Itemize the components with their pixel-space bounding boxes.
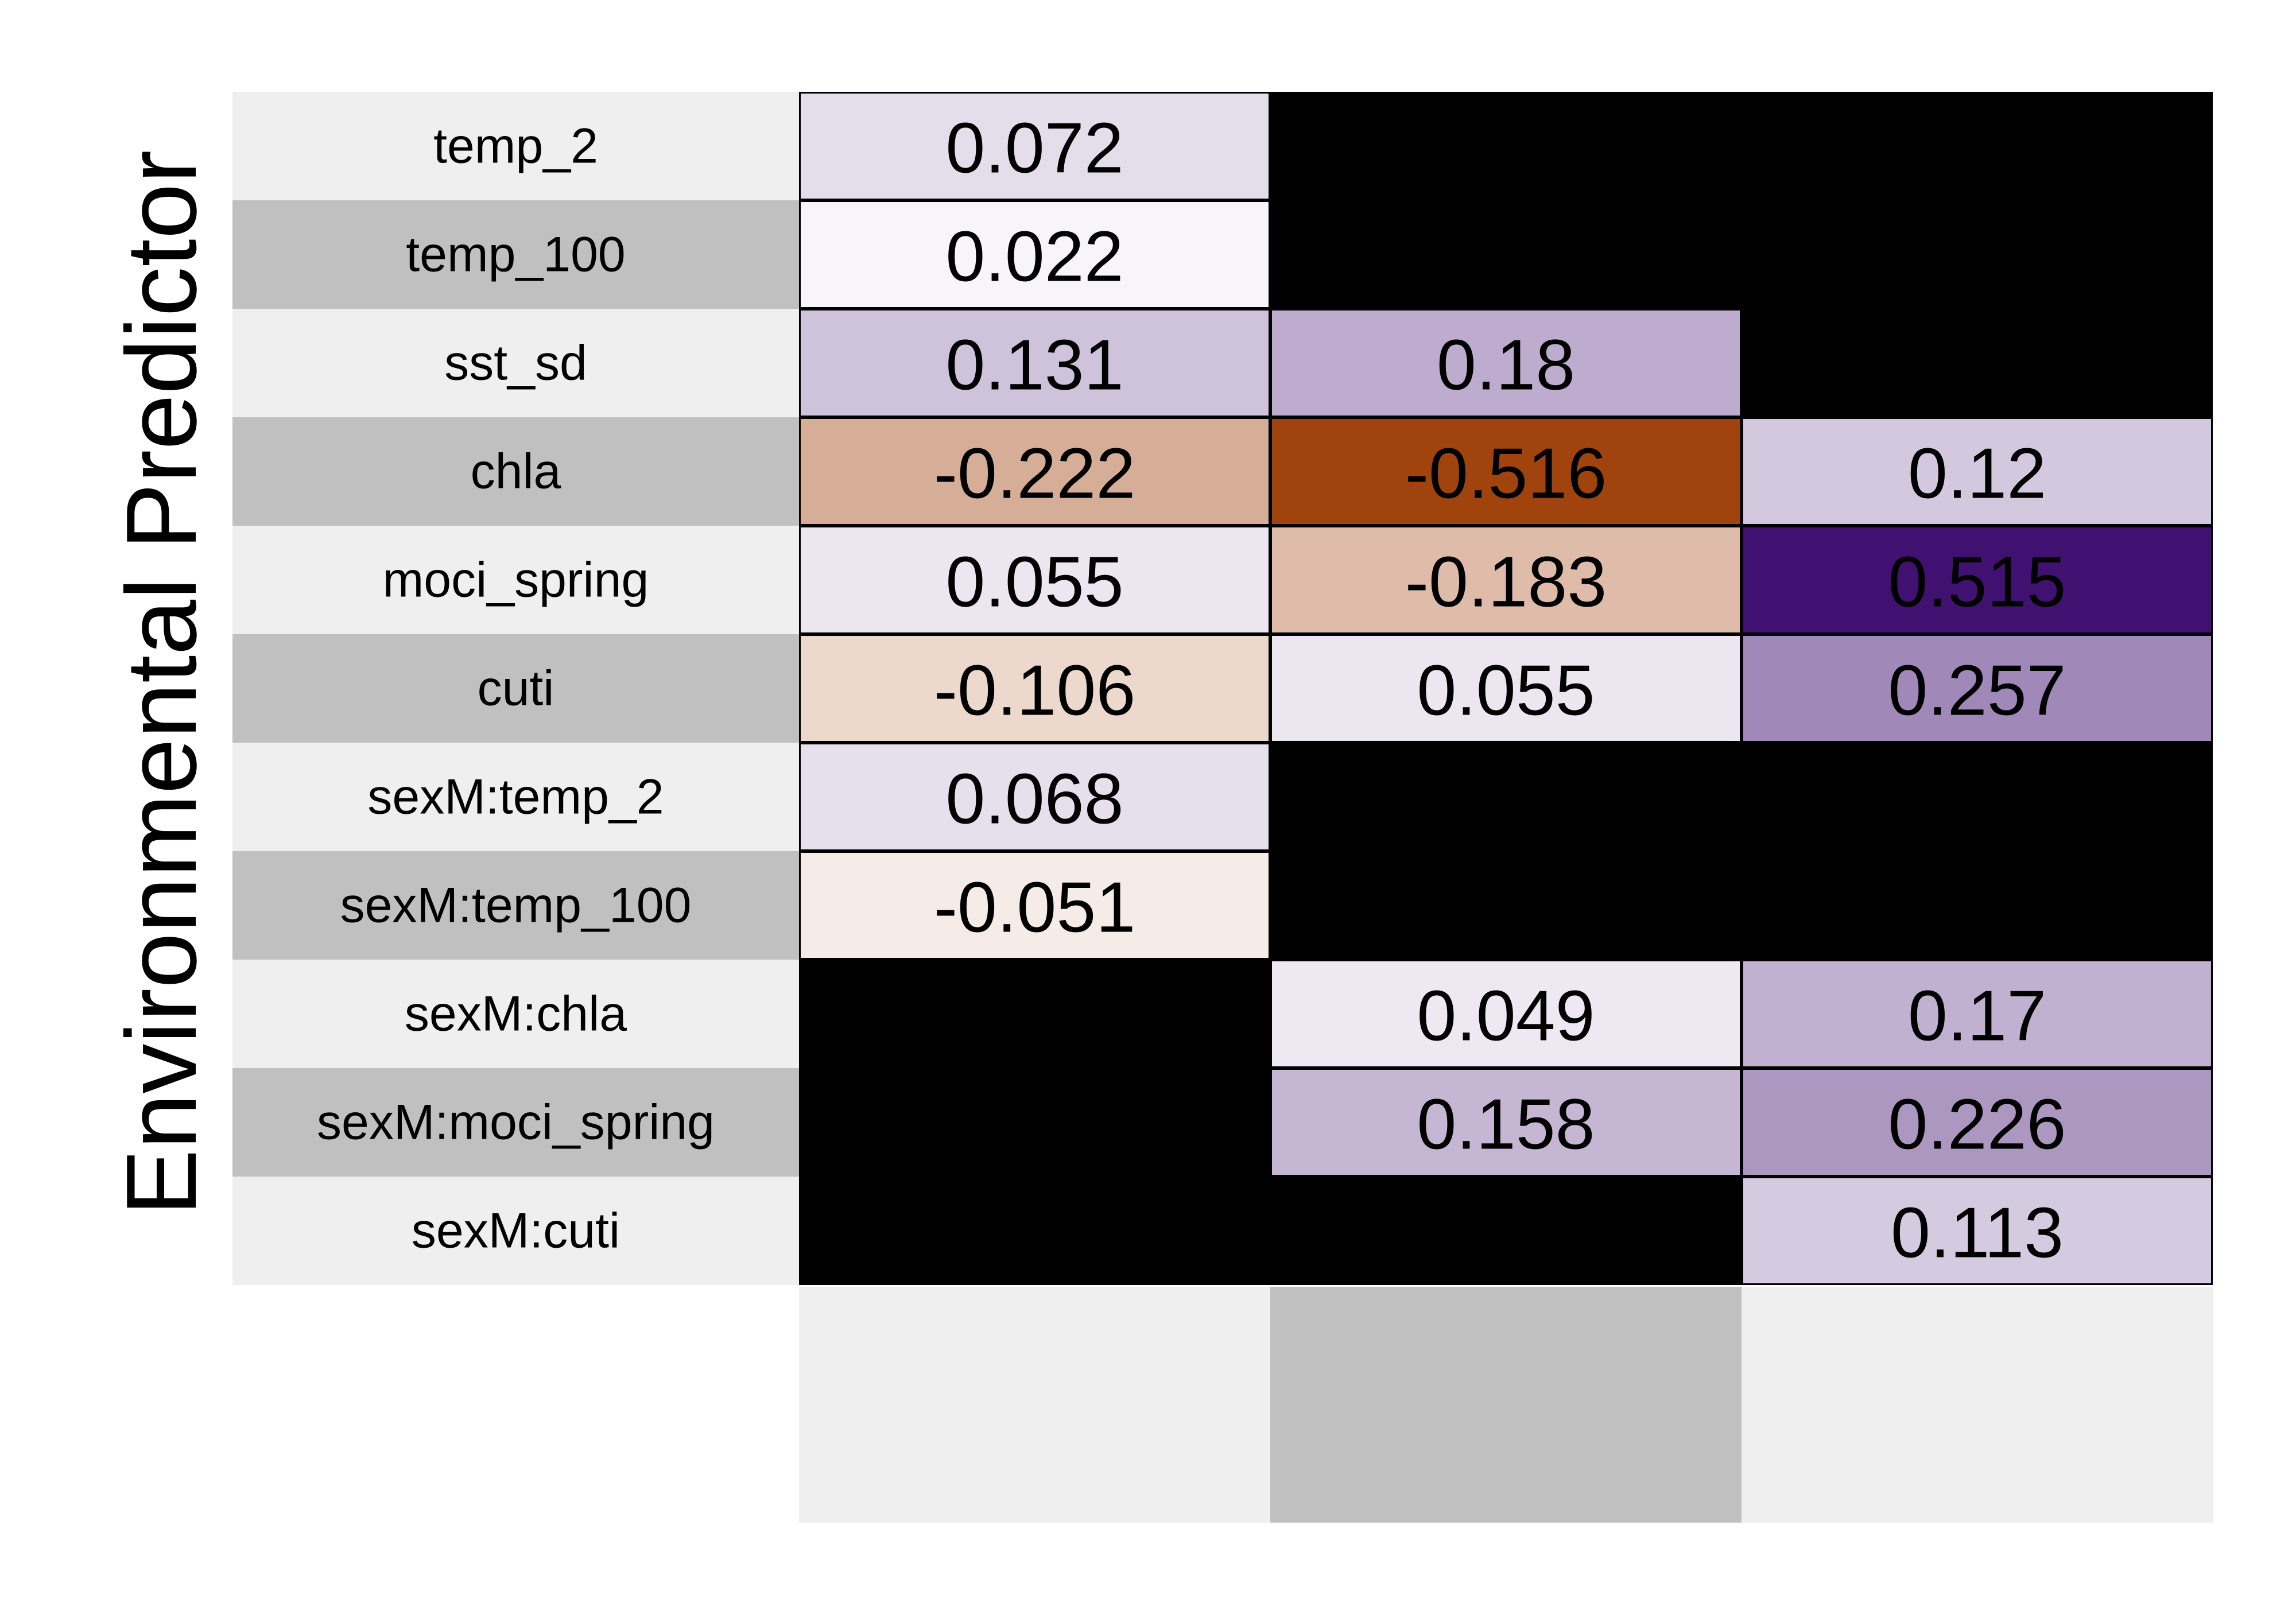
cell-value-label: -0.106 [934, 651, 1136, 731]
heatmap-cell [799, 417, 1270, 526]
heatmap-cell [1270, 1068, 1742, 1177]
cell-value-label: 0.131 [945, 326, 1123, 405]
cell-value-label: 0.18 [1437, 326, 1575, 405]
heatmap-cell [1270, 960, 1742, 1068]
row-band [232, 743, 799, 851]
cell-value-label: 0.12 [1908, 434, 2046, 514]
row-label: sexM:temp_100 [340, 878, 692, 933]
row-label: sexM:moci_spring [317, 1095, 715, 1150]
cell-value-label: -0.183 [1405, 543, 1607, 622]
row-band [232, 1177, 799, 1285]
row-band [232, 417, 799, 526]
row-band [232, 92, 799, 200]
cell-value-label: -0.051 [934, 868, 1136, 948]
heatmap-cell [799, 634, 1270, 743]
cell-value-label: 0.022 [945, 218, 1123, 297]
column-strip [799, 1287, 1270, 1523]
row-band [232, 200, 799, 309]
heatmap-cell [1742, 960, 2213, 1068]
row-label: cuti [478, 661, 554, 716]
heatmap-cell [1270, 417, 1742, 526]
column-strip-bands [799, 1287, 2213, 1523]
cell-value-label: 0.515 [1888, 543, 2066, 622]
cell-value-label: 0.055 [945, 543, 1123, 622]
row-band [232, 526, 799, 634]
cell-value-label: -0.516 [1405, 434, 1607, 514]
row-band [232, 309, 799, 417]
row-band [232, 1068, 799, 1177]
cell-value-label: 0.158 [1417, 1085, 1595, 1165]
heatmap-cell [799, 743, 1270, 851]
heatmap-cell [1270, 634, 1742, 743]
cell-value-label: 0.17 [1908, 977, 2046, 1056]
y-axis-title: Environmental Predictor [105, 150, 217, 1216]
cell-value-label: 0.068 [945, 760, 1123, 839]
row-band [232, 960, 799, 1068]
row-label: sexM:cuti [412, 1204, 620, 1259]
row-label: chla [471, 444, 561, 499]
heatmap-cell [1742, 417, 2213, 526]
cell-value-label: -0.222 [934, 434, 1136, 514]
cell-value-label: 0.072 [945, 109, 1123, 188]
cell-value-label: 0.113 [1891, 1194, 2064, 1273]
cell-value-label: 0.055 [1417, 651, 1595, 731]
heatmap-cell [799, 851, 1270, 960]
heatmap-cell [1742, 1177, 2213, 1285]
heatmap-cell [1270, 526, 1742, 634]
cell-value-label: 0.226 [1888, 1085, 2066, 1165]
row-label: temp_100 [406, 227, 626, 282]
heatmap-cell [1270, 309, 1742, 417]
cell-value-label: 0.049 [1417, 977, 1595, 1056]
heatmap-cell [799, 309, 1270, 417]
row-band [232, 634, 799, 743]
heatmap-cell [799, 526, 1270, 634]
row-label: moci_spring [383, 553, 649, 608]
cell-value-label: 0.257 [1888, 651, 2066, 731]
heatmap-cell [1742, 634, 2213, 743]
column-strip [1270, 1287, 1742, 1523]
heatmap-cell [1742, 1068, 2213, 1177]
row-label: sst_sd [444, 336, 587, 391]
heatmap-cells: 0.072 0.022 0.131 0.18 -0.222 -0.516 0.12 0.055… [799, 92, 2213, 1285]
row-label: sexM:temp_2 [367, 770, 664, 825]
heatmap-cell [799, 92, 1270, 200]
column-strip [1742, 1287, 2213, 1523]
row-label: sexM:chla [405, 987, 627, 1042]
heatmap-cell [799, 200, 1270, 309]
row-band [232, 851, 799, 960]
row-label: temp_2 [433, 119, 598, 174]
heatmap-cell [1742, 526, 2213, 634]
